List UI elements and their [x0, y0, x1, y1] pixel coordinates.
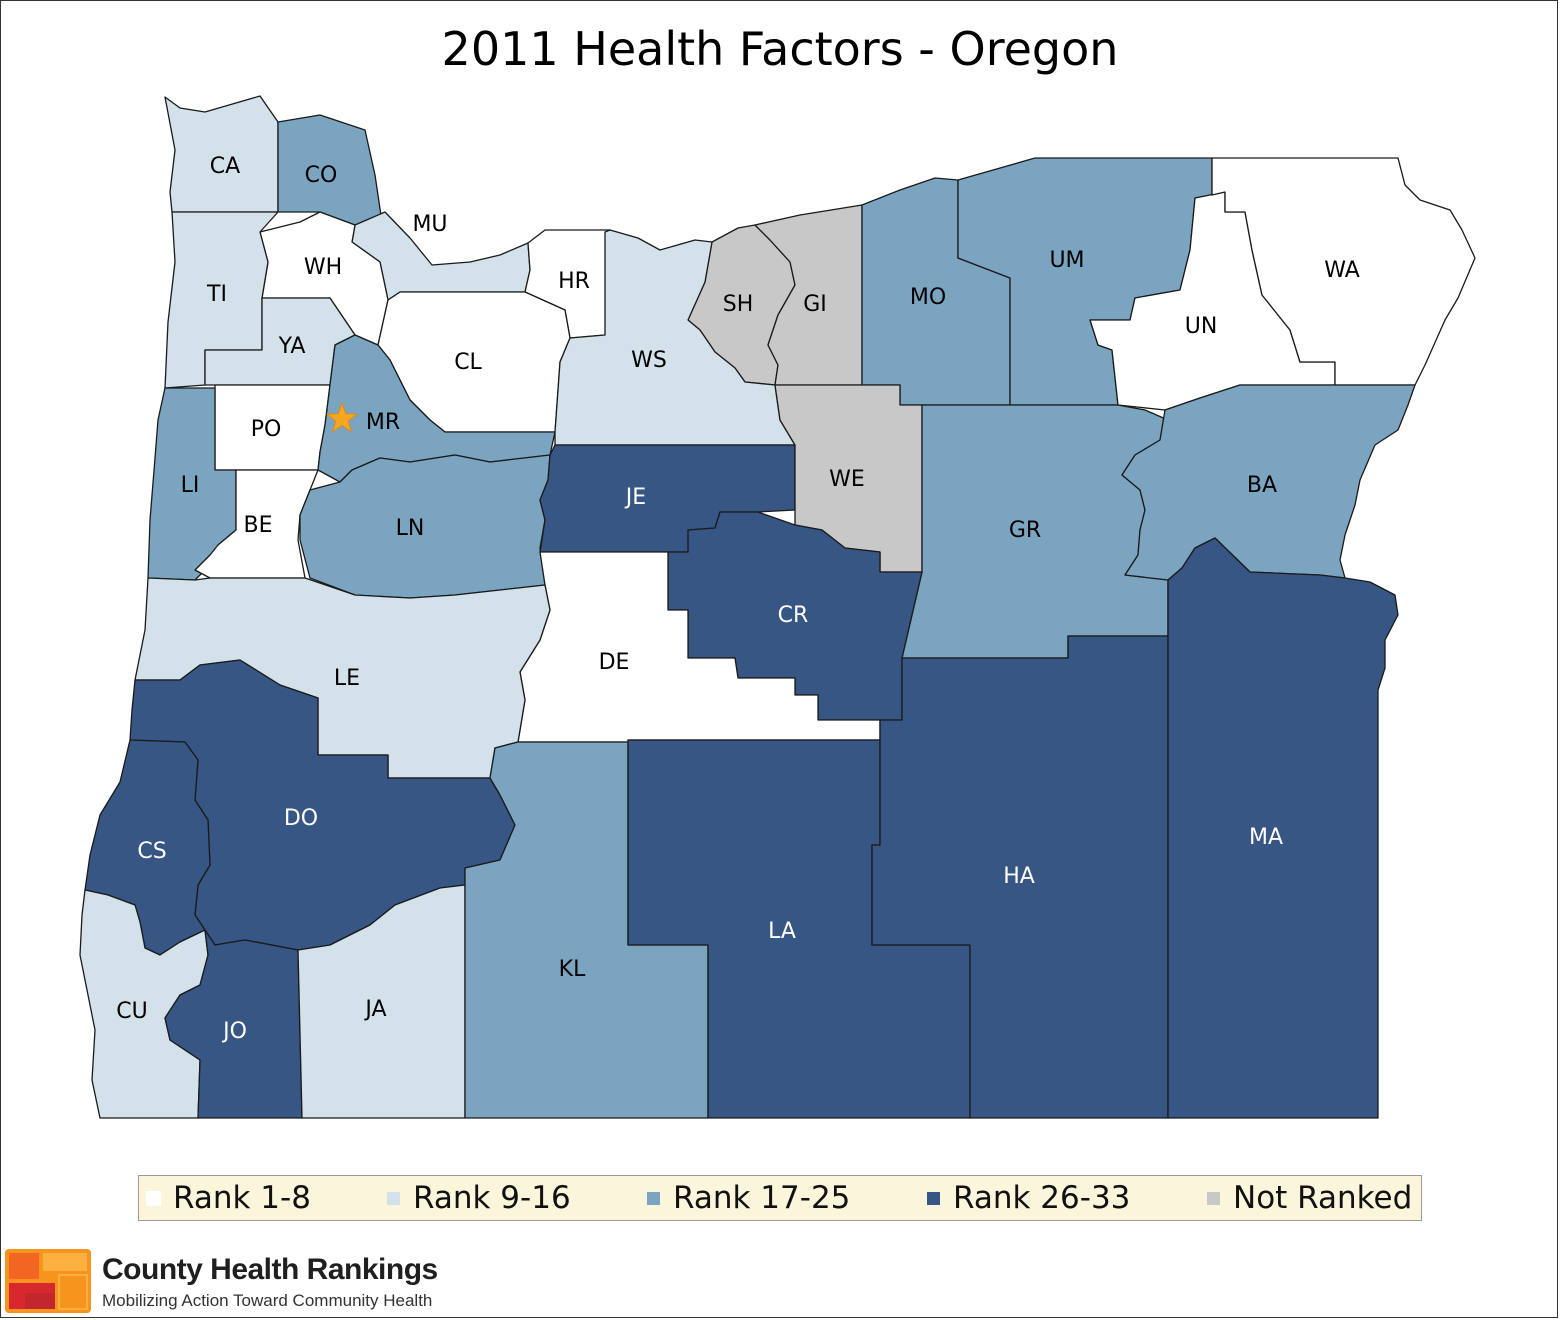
- county-ws: [554, 229, 796, 446]
- county-label-sh: SH: [723, 292, 754, 317]
- legend-label: Rank 9-16: [413, 1180, 571, 1216]
- county-label-hr: HR: [558, 269, 590, 294]
- legend-swatch: [1207, 1191, 1220, 1205]
- county-label-we: WE: [829, 467, 865, 492]
- county-label-ca: CA: [210, 154, 240, 179]
- legend-label: Rank 1-8: [173, 1180, 311, 1216]
- county-label-do: DO: [284, 806, 318, 831]
- legend-swatch: [927, 1191, 940, 1205]
- legend: Rank 1-8 Rank 9-16 Rank 17-25 Rank 26-33…: [138, 1175, 1422, 1221]
- county-label-li: LI: [181, 473, 200, 498]
- county-label-po: PO: [251, 417, 282, 442]
- county-label-ws: WS: [631, 348, 667, 373]
- legend-item-not-ranked: Not Ranked: [1207, 1176, 1412, 1220]
- legend-swatch: [647, 1191, 660, 1205]
- legend-item-rank-9-16: Rank 9-16: [387, 1176, 571, 1220]
- county-label-je: JE: [624, 485, 646, 510]
- county-label-wa: WA: [1324, 258, 1360, 283]
- county-label-de: DE: [599, 650, 630, 675]
- county-label-ma: MA: [1249, 825, 1283, 850]
- legend-label: Rank 17-25: [673, 1180, 851, 1216]
- brand-tagline: Mobilizing Action Toward Community Healt…: [102, 1291, 433, 1310]
- legend-swatch: [387, 1191, 400, 1205]
- county-label-gr: GR: [1009, 518, 1041, 543]
- county-label-le: LE: [334, 666, 360, 691]
- county-label-ti: TI: [206, 282, 227, 307]
- brand-name: County Health Rankings: [102, 1253, 438, 1286]
- county-label-wh: WH: [304, 255, 342, 280]
- county-ha: [871, 635, 1169, 1119]
- state-capital-star-icon: [325, 401, 359, 433]
- county-label-un: UN: [1185, 314, 1218, 339]
- county-label-ba: BA: [1247, 473, 1277, 498]
- county-label-cl: CL: [454, 350, 482, 375]
- county-label-um: UM: [1049, 248, 1084, 273]
- county-label-mo: MO: [910, 285, 946, 310]
- county-label-la: LA: [768, 919, 796, 944]
- county-label-ln: LN: [396, 516, 425, 541]
- legend-item-rank-17-25: Rank 17-25: [647, 1176, 850, 1220]
- county-ja: [297, 884, 466, 1119]
- county-label-cs: CS: [137, 839, 166, 864]
- county-jo: [164, 929, 303, 1119]
- county-label-cr: CR: [778, 603, 809, 628]
- county-health-rankings-logo-icon: [5, 1249, 91, 1313]
- county-label-ya: YA: [278, 334, 306, 359]
- legend-swatch: [146, 1190, 161, 1206]
- county-label-kl: KL: [559, 957, 586, 982]
- map-title: 2011 Health Factors - Oregon: [441, 22, 1119, 76]
- legend-item-rank-1-8: Rank 1-8: [146, 1176, 311, 1220]
- county-gi: [754, 204, 863, 386]
- legend-item-rank-26-33: Rank 26-33: [927, 1176, 1130, 1220]
- legend-label: Not Ranked: [1233, 1180, 1413, 1216]
- county-label-mu: MU: [412, 212, 447, 237]
- legend-label: Rank 26-33: [953, 1180, 1131, 1216]
- county-label-jo: JO: [221, 1019, 247, 1044]
- county-label-ja: JA: [363, 997, 386, 1022]
- county-label-be: BE: [244, 513, 273, 538]
- county-ma: [1167, 537, 1399, 1119]
- county-label-mr: MR: [366, 410, 400, 435]
- county-label-ha: HA: [1003, 864, 1035, 889]
- county-label-cu: CU: [116, 999, 147, 1024]
- county-label-co: CO: [305, 163, 338, 188]
- county-label-gi: GI: [803, 292, 827, 317]
